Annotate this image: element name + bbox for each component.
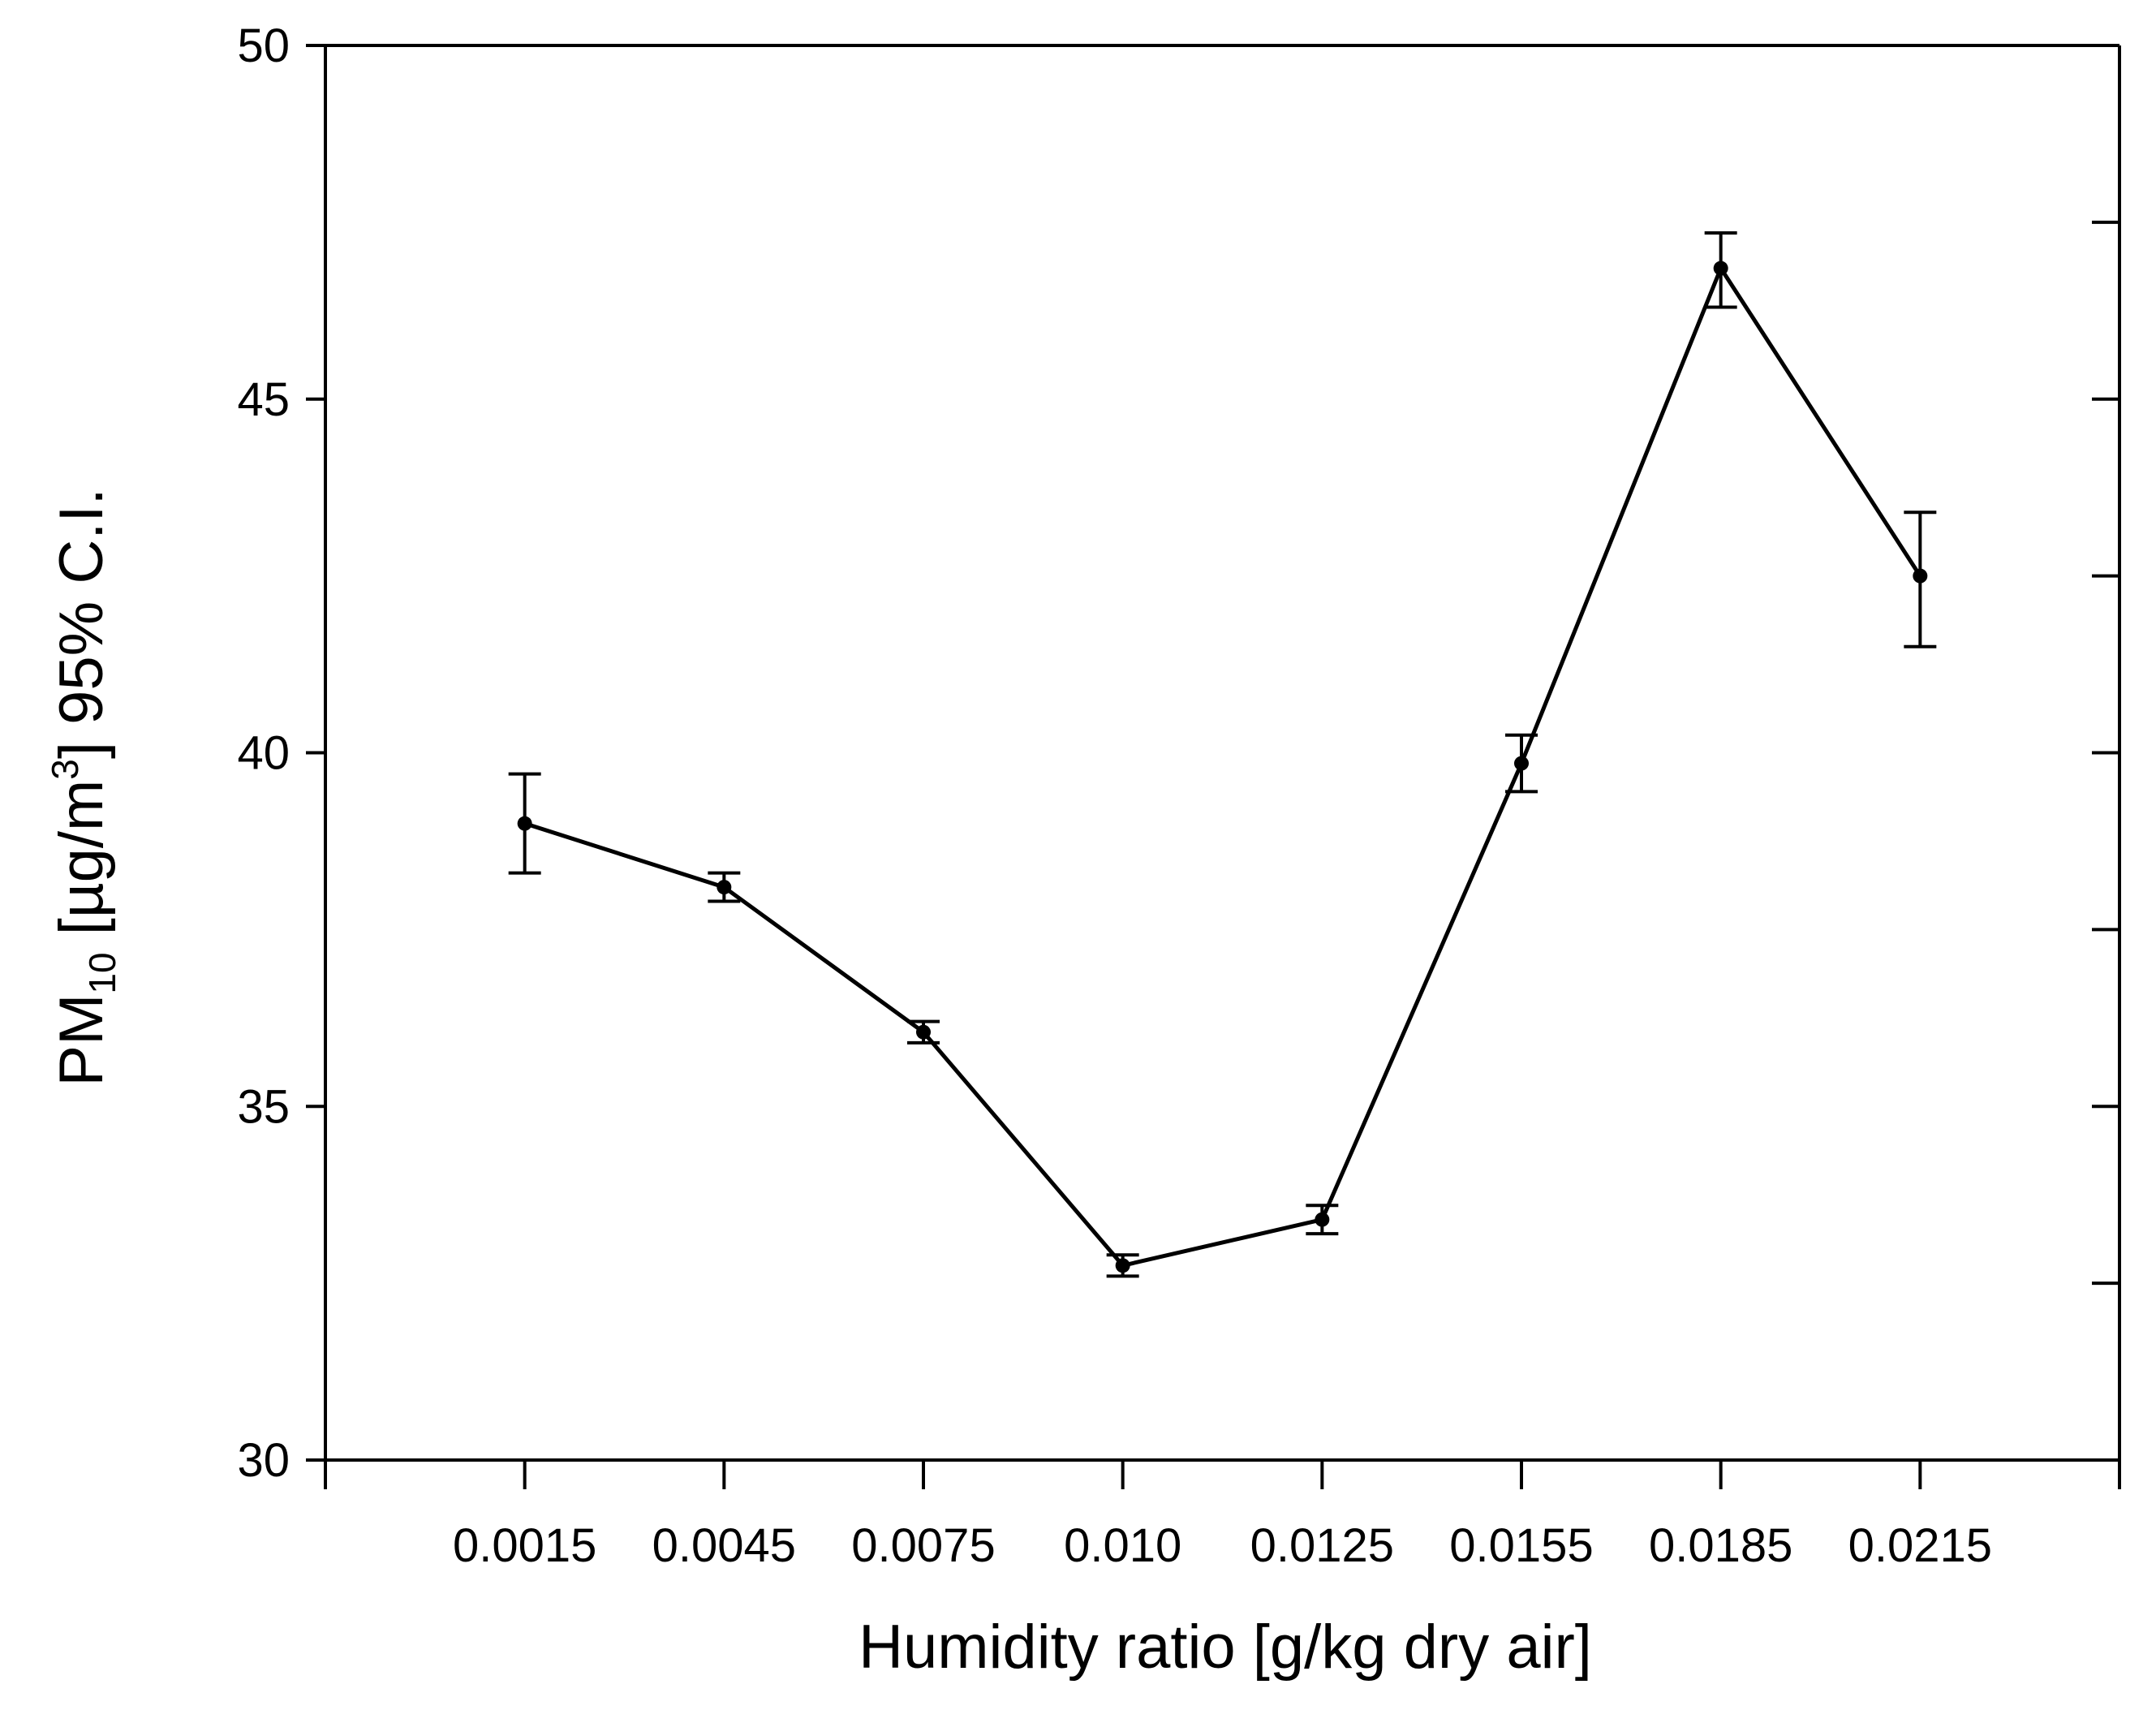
y-axis-title-middle: [µg/m — [47, 780, 116, 953]
y-axis-title-superscript: 3 — [44, 759, 86, 780]
y-tick-label: 30 — [237, 1434, 290, 1487]
y-tick-label: 35 — [237, 1080, 290, 1133]
x-tick-label: 0.0045 — [652, 1519, 796, 1572]
data-point — [1514, 756, 1529, 771]
data-point — [1315, 1212, 1330, 1227]
data-point — [517, 816, 532, 831]
y-tick-label: 45 — [237, 373, 290, 426]
y-axis-ticks: 30 35 40 45 50 — [237, 19, 2119, 1487]
x-tick-label: 0.0125 — [1250, 1519, 1394, 1572]
data-point — [916, 1024, 931, 1040]
x-axis-ticks: 0.0015 0.0045 0.0075 0.010 0.0125 0.0155 0.018… — [324, 1460, 2121, 1572]
data-point — [1115, 1258, 1130, 1273]
data-point — [1713, 261, 1728, 276]
data-point — [717, 880, 732, 895]
x-tick-label: 0.0185 — [1649, 1519, 1792, 1572]
y-axis-title-prefix: PM — [47, 994, 116, 1087]
y-tick-label: 40 — [237, 727, 290, 780]
y-axis-title: PM10 [µg/m3] 95% C.I. — [44, 488, 123, 1086]
x-tick-label: 0.0215 — [1848, 1519, 1992, 1572]
y-tick-label: 50 — [237, 19, 290, 72]
y-axis-title-suffix: ] 95% C.I. — [47, 488, 116, 759]
x-axis-title: Humidity ratio [g/kg dry air] — [859, 1613, 1592, 1682]
series-line — [523, 266, 1922, 1268]
data-markers — [517, 261, 1928, 1273]
x-tick-label: 0.010 — [1064, 1519, 1181, 1572]
x-tick-label: 0.0155 — [1449, 1519, 1593, 1572]
y-axis-title-subscript: 10 — [81, 952, 123, 993]
data-point — [1913, 568, 1928, 584]
data-series — [523, 266, 1922, 1268]
x-tick-label: 0.0015 — [453, 1519, 596, 1572]
x-tick-label: 0.0075 — [851, 1519, 995, 1572]
